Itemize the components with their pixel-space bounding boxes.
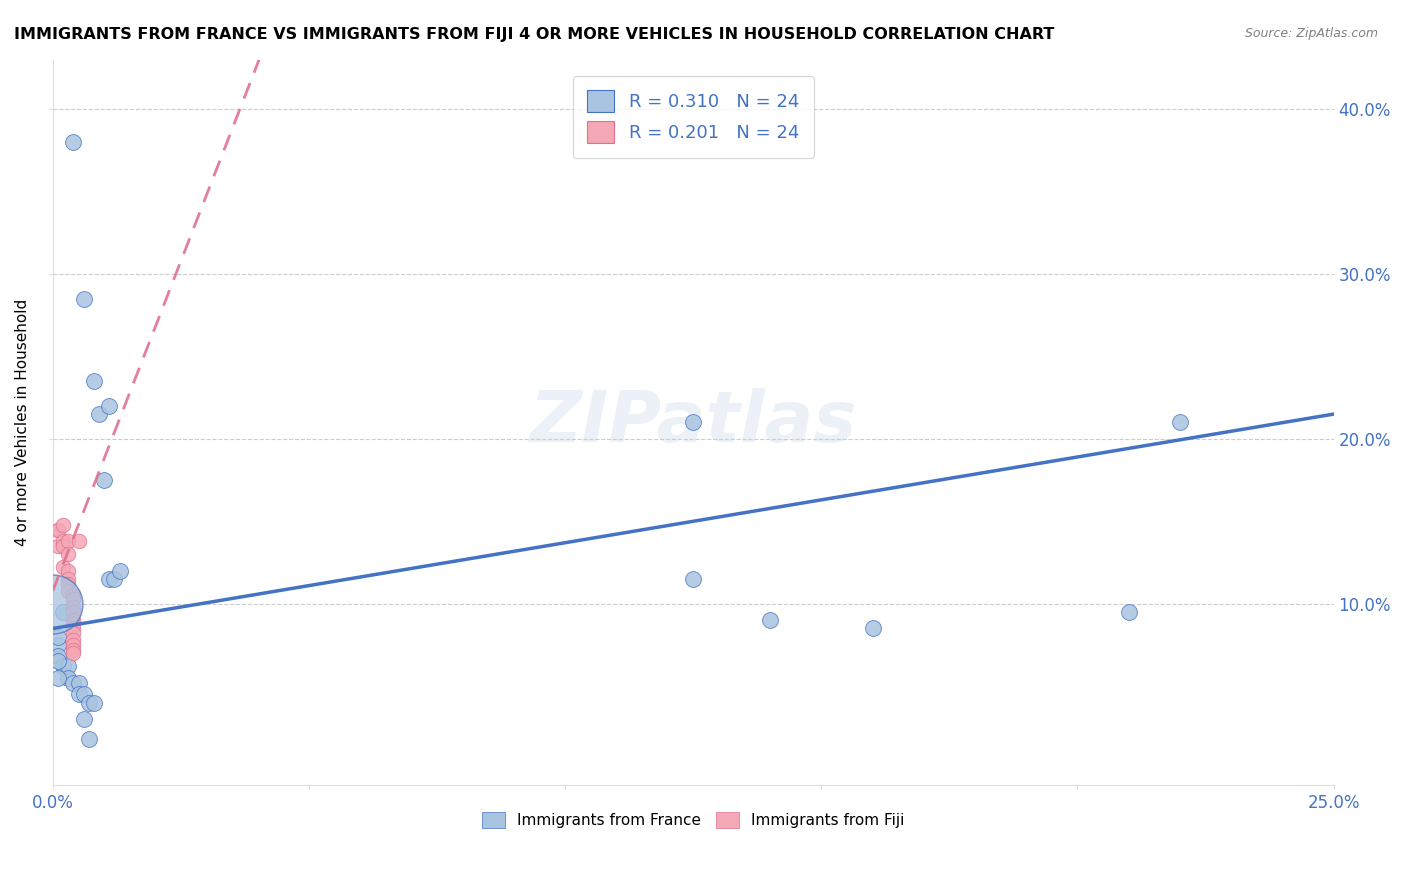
Point xyxy=(58,577,80,591)
Point xyxy=(58,534,80,549)
Point xyxy=(682,572,704,586)
Point xyxy=(67,676,90,690)
Point xyxy=(108,564,131,578)
Point xyxy=(98,399,121,413)
Point xyxy=(77,731,100,746)
Point xyxy=(72,687,94,701)
Point xyxy=(87,407,110,421)
Point xyxy=(52,605,75,619)
Point xyxy=(62,622,84,636)
Point xyxy=(72,712,94,726)
Point xyxy=(58,583,80,598)
Text: ZIPatlas: ZIPatlas xyxy=(530,388,858,457)
Point xyxy=(58,659,80,673)
Point xyxy=(46,539,69,553)
Point xyxy=(83,696,105,710)
Point xyxy=(682,415,704,429)
Point xyxy=(62,613,84,627)
Point xyxy=(1118,605,1140,619)
Point xyxy=(62,638,84,652)
Point xyxy=(42,597,65,611)
Point xyxy=(62,643,84,657)
Point xyxy=(58,547,80,561)
Point xyxy=(62,591,84,606)
Point xyxy=(62,600,84,615)
Point xyxy=(58,671,80,685)
Point xyxy=(67,534,90,549)
Point xyxy=(46,671,69,685)
Point xyxy=(759,613,782,627)
Point xyxy=(83,374,105,388)
Point xyxy=(62,676,84,690)
Point xyxy=(62,646,84,660)
Point xyxy=(93,473,115,487)
Point xyxy=(52,534,75,549)
Point xyxy=(62,626,84,640)
Point xyxy=(58,572,80,586)
Point xyxy=(72,292,94,306)
Y-axis label: 4 or more Vehicles in Household: 4 or more Vehicles in Household xyxy=(15,299,30,546)
Point xyxy=(46,523,69,537)
Point xyxy=(62,632,84,647)
Text: Source: ZipAtlas.com: Source: ZipAtlas.com xyxy=(1244,27,1378,40)
Point xyxy=(46,655,69,669)
Point xyxy=(52,517,75,532)
Point xyxy=(46,638,69,652)
Point xyxy=(62,135,84,149)
Point xyxy=(52,539,75,553)
Point xyxy=(62,616,84,631)
Point xyxy=(62,605,84,619)
Point xyxy=(46,630,69,644)
Point xyxy=(52,560,75,574)
Point xyxy=(98,572,121,586)
Text: IMMIGRANTS FROM FRANCE VS IMMIGRANTS FROM FIJI 4 OR MORE VEHICLES IN HOUSEHOLD C: IMMIGRANTS FROM FRANCE VS IMMIGRANTS FRO… xyxy=(14,27,1054,42)
Point xyxy=(103,572,125,586)
Point xyxy=(77,696,100,710)
Point xyxy=(67,687,90,701)
Point xyxy=(862,622,884,636)
Point xyxy=(52,659,75,673)
Point xyxy=(62,589,84,603)
Point xyxy=(1168,415,1191,429)
Point xyxy=(46,649,69,664)
Point xyxy=(46,523,69,537)
Point xyxy=(58,564,80,578)
Legend: Immigrants from France, Immigrants from Fiji: Immigrants from France, Immigrants from … xyxy=(474,805,912,836)
